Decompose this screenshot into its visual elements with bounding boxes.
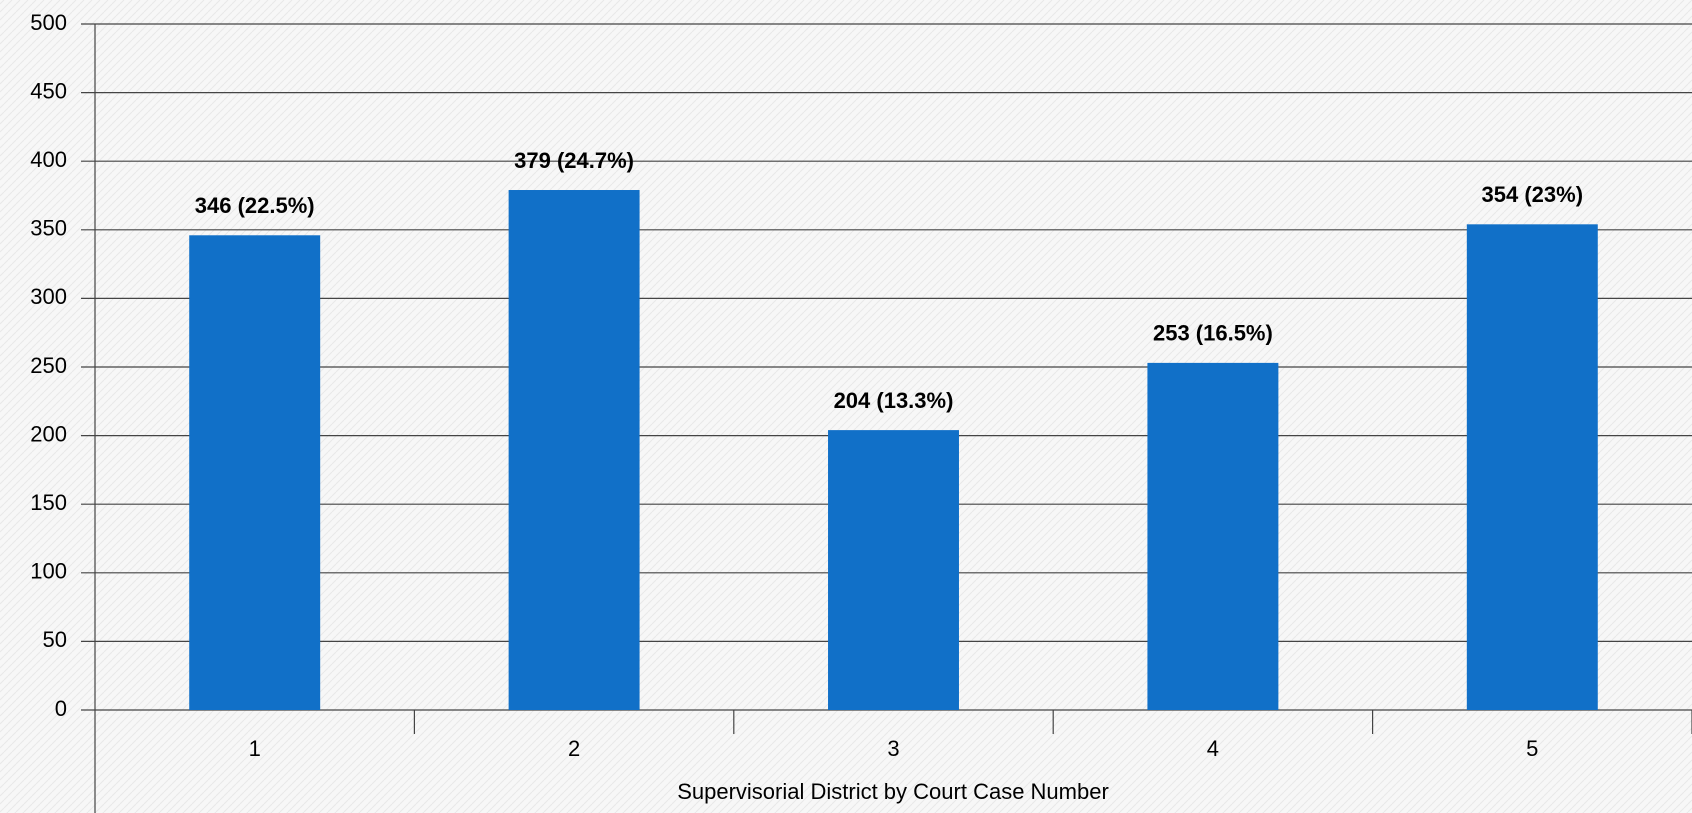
x-tick-label: 1: [249, 736, 261, 761]
bar: [1466, 224, 1598, 710]
y-tick-label: 0: [55, 696, 67, 721]
x-tick-label: 3: [887, 736, 899, 761]
y-tick-label: 150: [30, 490, 67, 515]
y-tick-label: 200: [30, 421, 67, 446]
bar: [189, 235, 321, 710]
data-label: 354 (23%): [1482, 182, 1584, 207]
y-tick-label: 300: [30, 284, 67, 309]
data-label: 346 (22.5%): [195, 193, 315, 218]
x-tick-label: 4: [1207, 736, 1219, 761]
y-tick-label: 400: [30, 147, 67, 172]
x-tick-label: 2: [568, 736, 580, 761]
data-label: 379 (24.7%): [514, 148, 634, 173]
bar: [508, 190, 640, 711]
x-axis-label: Supervisorial District by Court Case Num…: [677, 779, 1109, 804]
data-label: 204 (13.3%): [834, 388, 954, 413]
y-tick-label: 50: [43, 627, 67, 652]
bar: [1147, 362, 1279, 710]
y-tick-label: 450: [30, 78, 67, 103]
y-tick-label: 500: [30, 10, 67, 35]
x-tick-label: 5: [1526, 736, 1538, 761]
data-label: 253 (16.5%): [1153, 321, 1273, 346]
y-tick-label: 250: [30, 353, 67, 378]
y-tick-label: 100: [30, 559, 67, 584]
bar: [828, 430, 959, 710]
y-tick-label: 350: [30, 216, 67, 241]
